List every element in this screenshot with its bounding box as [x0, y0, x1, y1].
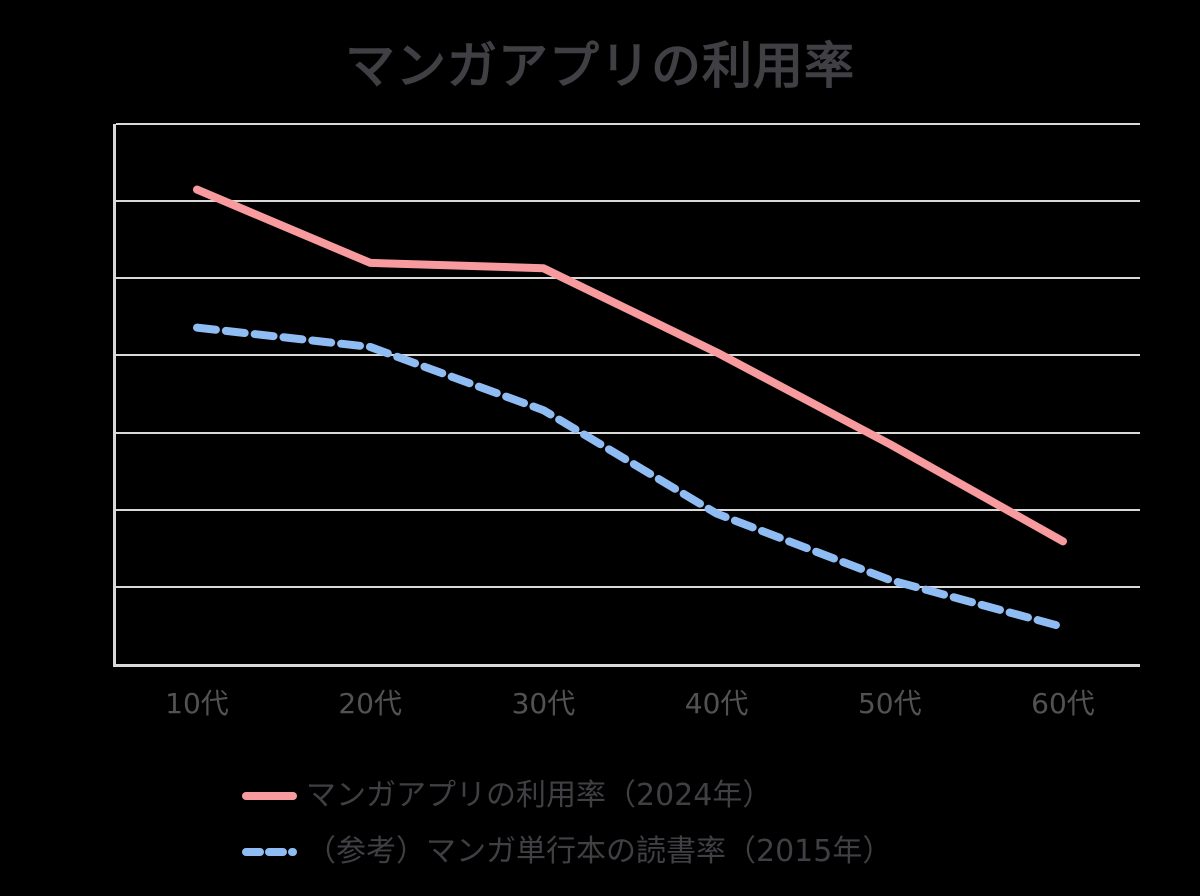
chart-title: マンガアプリの利用率: [345, 37, 855, 95]
legend: マンガアプリの利用率（2024年） （参考）マンガ単行本の読書率（2015年）: [241, 779, 892, 891]
x-axis-label: 20代: [338, 687, 403, 720]
gridline: [116, 431, 1140, 434]
legend-label: マンガアプリの利用率（2024年）: [306, 778, 773, 813]
x-axis-label: 40代: [684, 687, 749, 720]
legend-marker-dashed-line: [242, 848, 297, 856]
x-axis-label: 60代: [1031, 687, 1095, 720]
x-axis-label: 30代: [511, 687, 576, 720]
gridline: [116, 123, 1140, 125]
line-chart: [193, 185, 1067, 631]
gridline: [116, 277, 1140, 280]
legend-label: （参考）マンガ単行本の読書率（2015年）: [306, 834, 893, 869]
gridline: [116, 585, 1140, 588]
gridline: [116, 200, 1140, 203]
gridline: [116, 354, 1140, 357]
series-line-0: [193, 185, 1067, 546]
legend-item: マンガアプリの利用率（2024年）: [241, 779, 892, 813]
legend-marker-solid-line: [242, 792, 297, 800]
plot-area: [113, 123, 1140, 667]
x-axis-label: 10代: [165, 687, 229, 720]
series-line-1: [193, 323, 1067, 631]
x-axis-label: 50代: [857, 687, 922, 720]
legend-item: （参考）マンガ単行本の読書率（2015年）: [241, 835, 892, 869]
gridline: [116, 508, 1140, 511]
